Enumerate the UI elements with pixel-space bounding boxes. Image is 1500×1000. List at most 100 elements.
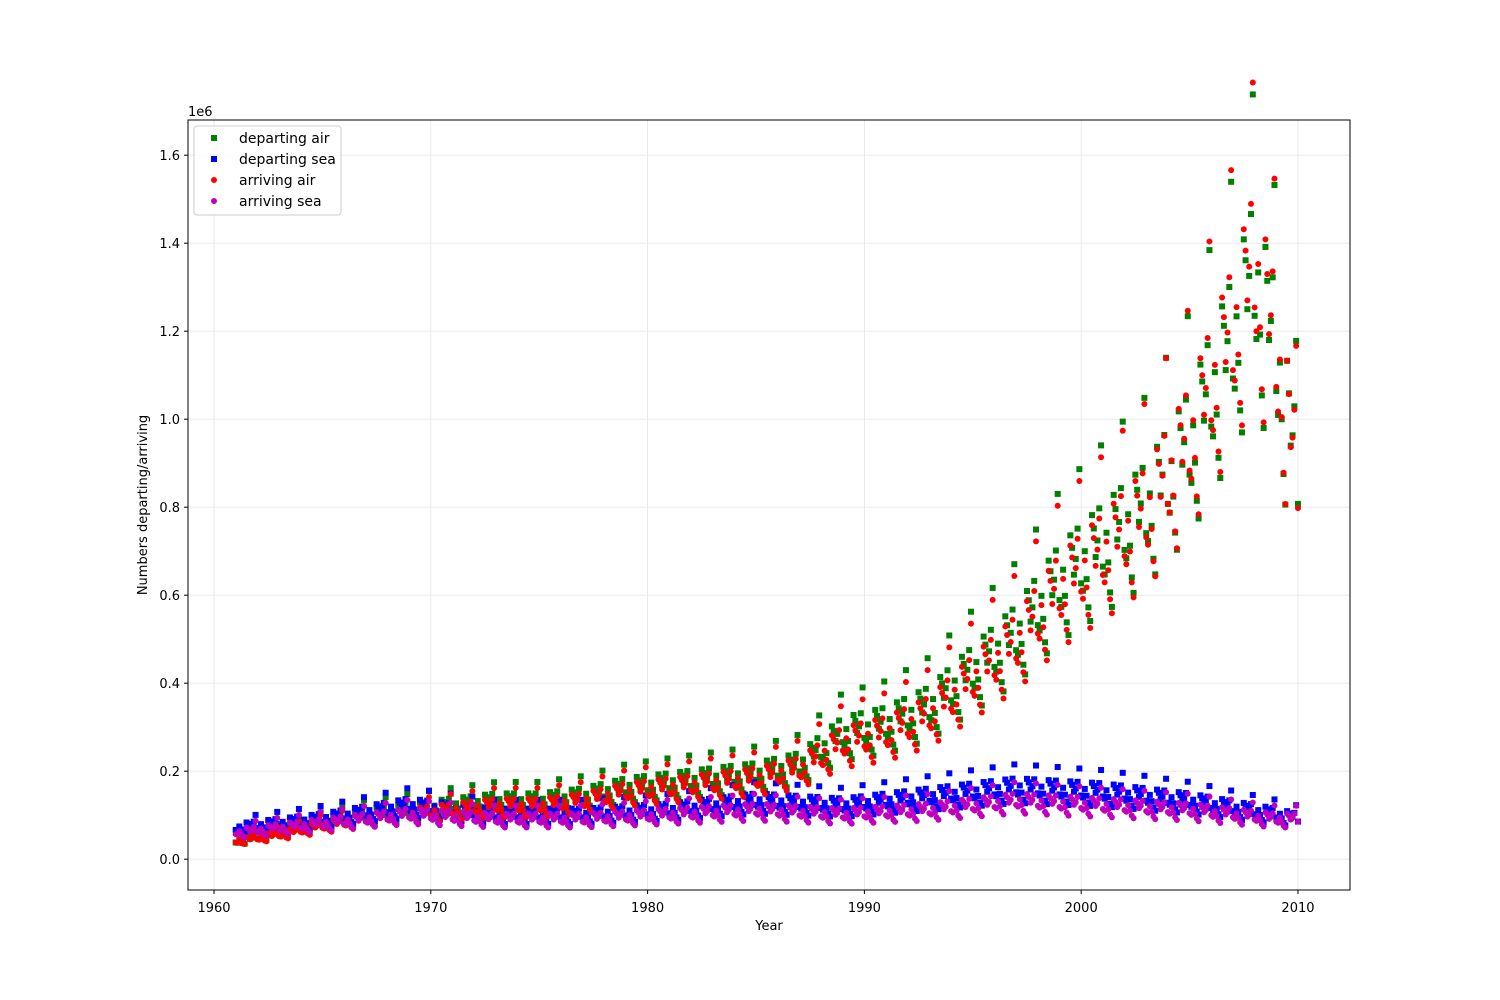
point-departing-sea (301, 816, 308, 823)
point-arriving-sea (931, 809, 938, 816)
point-departing-sea (1116, 788, 1123, 795)
point-departing-sea (816, 783, 823, 790)
point-departing-sea (1195, 811, 1202, 818)
point-arriving-sea (1098, 784, 1105, 791)
point-departing-sea (425, 787, 432, 794)
point-arriving-sea (1000, 811, 1007, 818)
point-departing-sea (951, 788, 958, 795)
point-departing-sea (845, 805, 852, 812)
y-tick-label: 0.2 (159, 765, 180, 780)
point-arriving-sea (778, 806, 785, 813)
point-departing-air (966, 647, 973, 654)
point-arriving-sea (715, 812, 722, 819)
point-arriving-air (902, 678, 909, 685)
point-arriving-air (966, 657, 973, 664)
point-departing-air (1119, 418, 1126, 425)
point-departing-air (729, 746, 736, 753)
point-departing-sea (1083, 792, 1090, 799)
point-departing-sea (1173, 809, 1180, 816)
point-departing-sea (821, 799, 828, 806)
point-departing-air (1063, 619, 1070, 626)
point-arriving-air (1027, 627, 1034, 634)
point-arriving-air (671, 788, 678, 795)
point-departing-air (1067, 532, 1074, 539)
y-tick-label: 0.0 (159, 853, 180, 868)
point-arriving-air (995, 649, 1002, 656)
point-arriving-sea (910, 811, 917, 818)
point-departing-sea (397, 799, 404, 806)
point-departing-sea (1137, 790, 1144, 797)
point-departing-sea (935, 806, 942, 813)
point-arriving-air (1092, 562, 1099, 569)
point-arriving-air (575, 790, 582, 797)
point-departing-air (445, 795, 452, 802)
point-arriving-sea (675, 820, 682, 827)
point-departing-sea (998, 797, 1005, 804)
point-departing-air (751, 743, 758, 750)
point-departing-air (1197, 361, 1204, 368)
point-departing-air (973, 659, 980, 666)
point-arriving-air (519, 806, 526, 813)
point-arriving-air (648, 784, 655, 791)
point-departing-sea (267, 818, 274, 825)
point-departing-air (664, 755, 671, 762)
point-departing-sea (1117, 782, 1124, 789)
point-arriving-air (1193, 493, 1200, 500)
point-arriving-air (928, 725, 935, 732)
point-arriving-air (669, 781, 676, 788)
point-departing-sea (279, 818, 286, 825)
point-arriving-air (1089, 522, 1096, 529)
point-arriving-sea (1074, 794, 1081, 801)
point-arriving-air (619, 781, 626, 788)
point-arriving-air (1043, 657, 1050, 664)
point-departing-sea (257, 821, 264, 828)
y-tick-label: 1.6 (159, 149, 180, 164)
point-arriving-air (1108, 610, 1115, 617)
point-arriving-air (895, 715, 902, 722)
point-departing-sea (1070, 788, 1077, 795)
point-departing-sea (368, 811, 375, 818)
point-departing-sea (1110, 781, 1117, 788)
point-arriving-sea (328, 827, 335, 834)
point-departing-air (1083, 576, 1090, 583)
point-arriving-air (1154, 446, 1161, 453)
point-arriving-sea (1141, 787, 1148, 794)
point-departing-air (830, 727, 837, 734)
point-departing-air (1020, 661, 1027, 668)
y-offset-label: 1e6 (188, 105, 213, 120)
point-departing-air (671, 784, 678, 791)
point-departing-air (771, 755, 778, 762)
point-arriving-air (1031, 588, 1038, 595)
point-departing-air (1085, 604, 1092, 611)
point-departing-sea (931, 797, 938, 804)
point-arriving-sea (964, 801, 971, 808)
point-departing-sea (980, 779, 987, 786)
point-departing-sea (1141, 772, 1148, 779)
point-departing-sea (252, 811, 259, 818)
point-departing-air (944, 667, 951, 674)
point-arriving-sea (285, 830, 292, 837)
point-departing-air (971, 684, 978, 691)
point-arriving-sea (1195, 818, 1202, 825)
x-axis-label: Year (754, 919, 783, 934)
point-departing-sea (1168, 794, 1175, 801)
point-arriving-sea (771, 801, 778, 808)
point-arriving-sea (892, 818, 899, 825)
point-departing-air (996, 659, 1003, 666)
point-departing-sea (790, 798, 797, 805)
point-departing-air (834, 730, 841, 737)
point-departing-sea (332, 810, 339, 817)
point-departing-sea (756, 796, 763, 803)
point-arriving-air (915, 699, 922, 706)
point-arriving-sea (1191, 810, 1198, 817)
point-arriving-air (1204, 335, 1211, 342)
point-departing-air (491, 779, 498, 786)
point-departing-sea (1175, 789, 1182, 796)
point-departing-sea (910, 799, 917, 806)
point-arriving-sea (1038, 797, 1045, 804)
point-departing-sea (1217, 814, 1224, 821)
point-arriving-air (1224, 329, 1231, 336)
point-arriving-air (1135, 524, 1142, 530)
point-departing-air (1266, 337, 1273, 343)
point-departing-sea (393, 815, 400, 822)
